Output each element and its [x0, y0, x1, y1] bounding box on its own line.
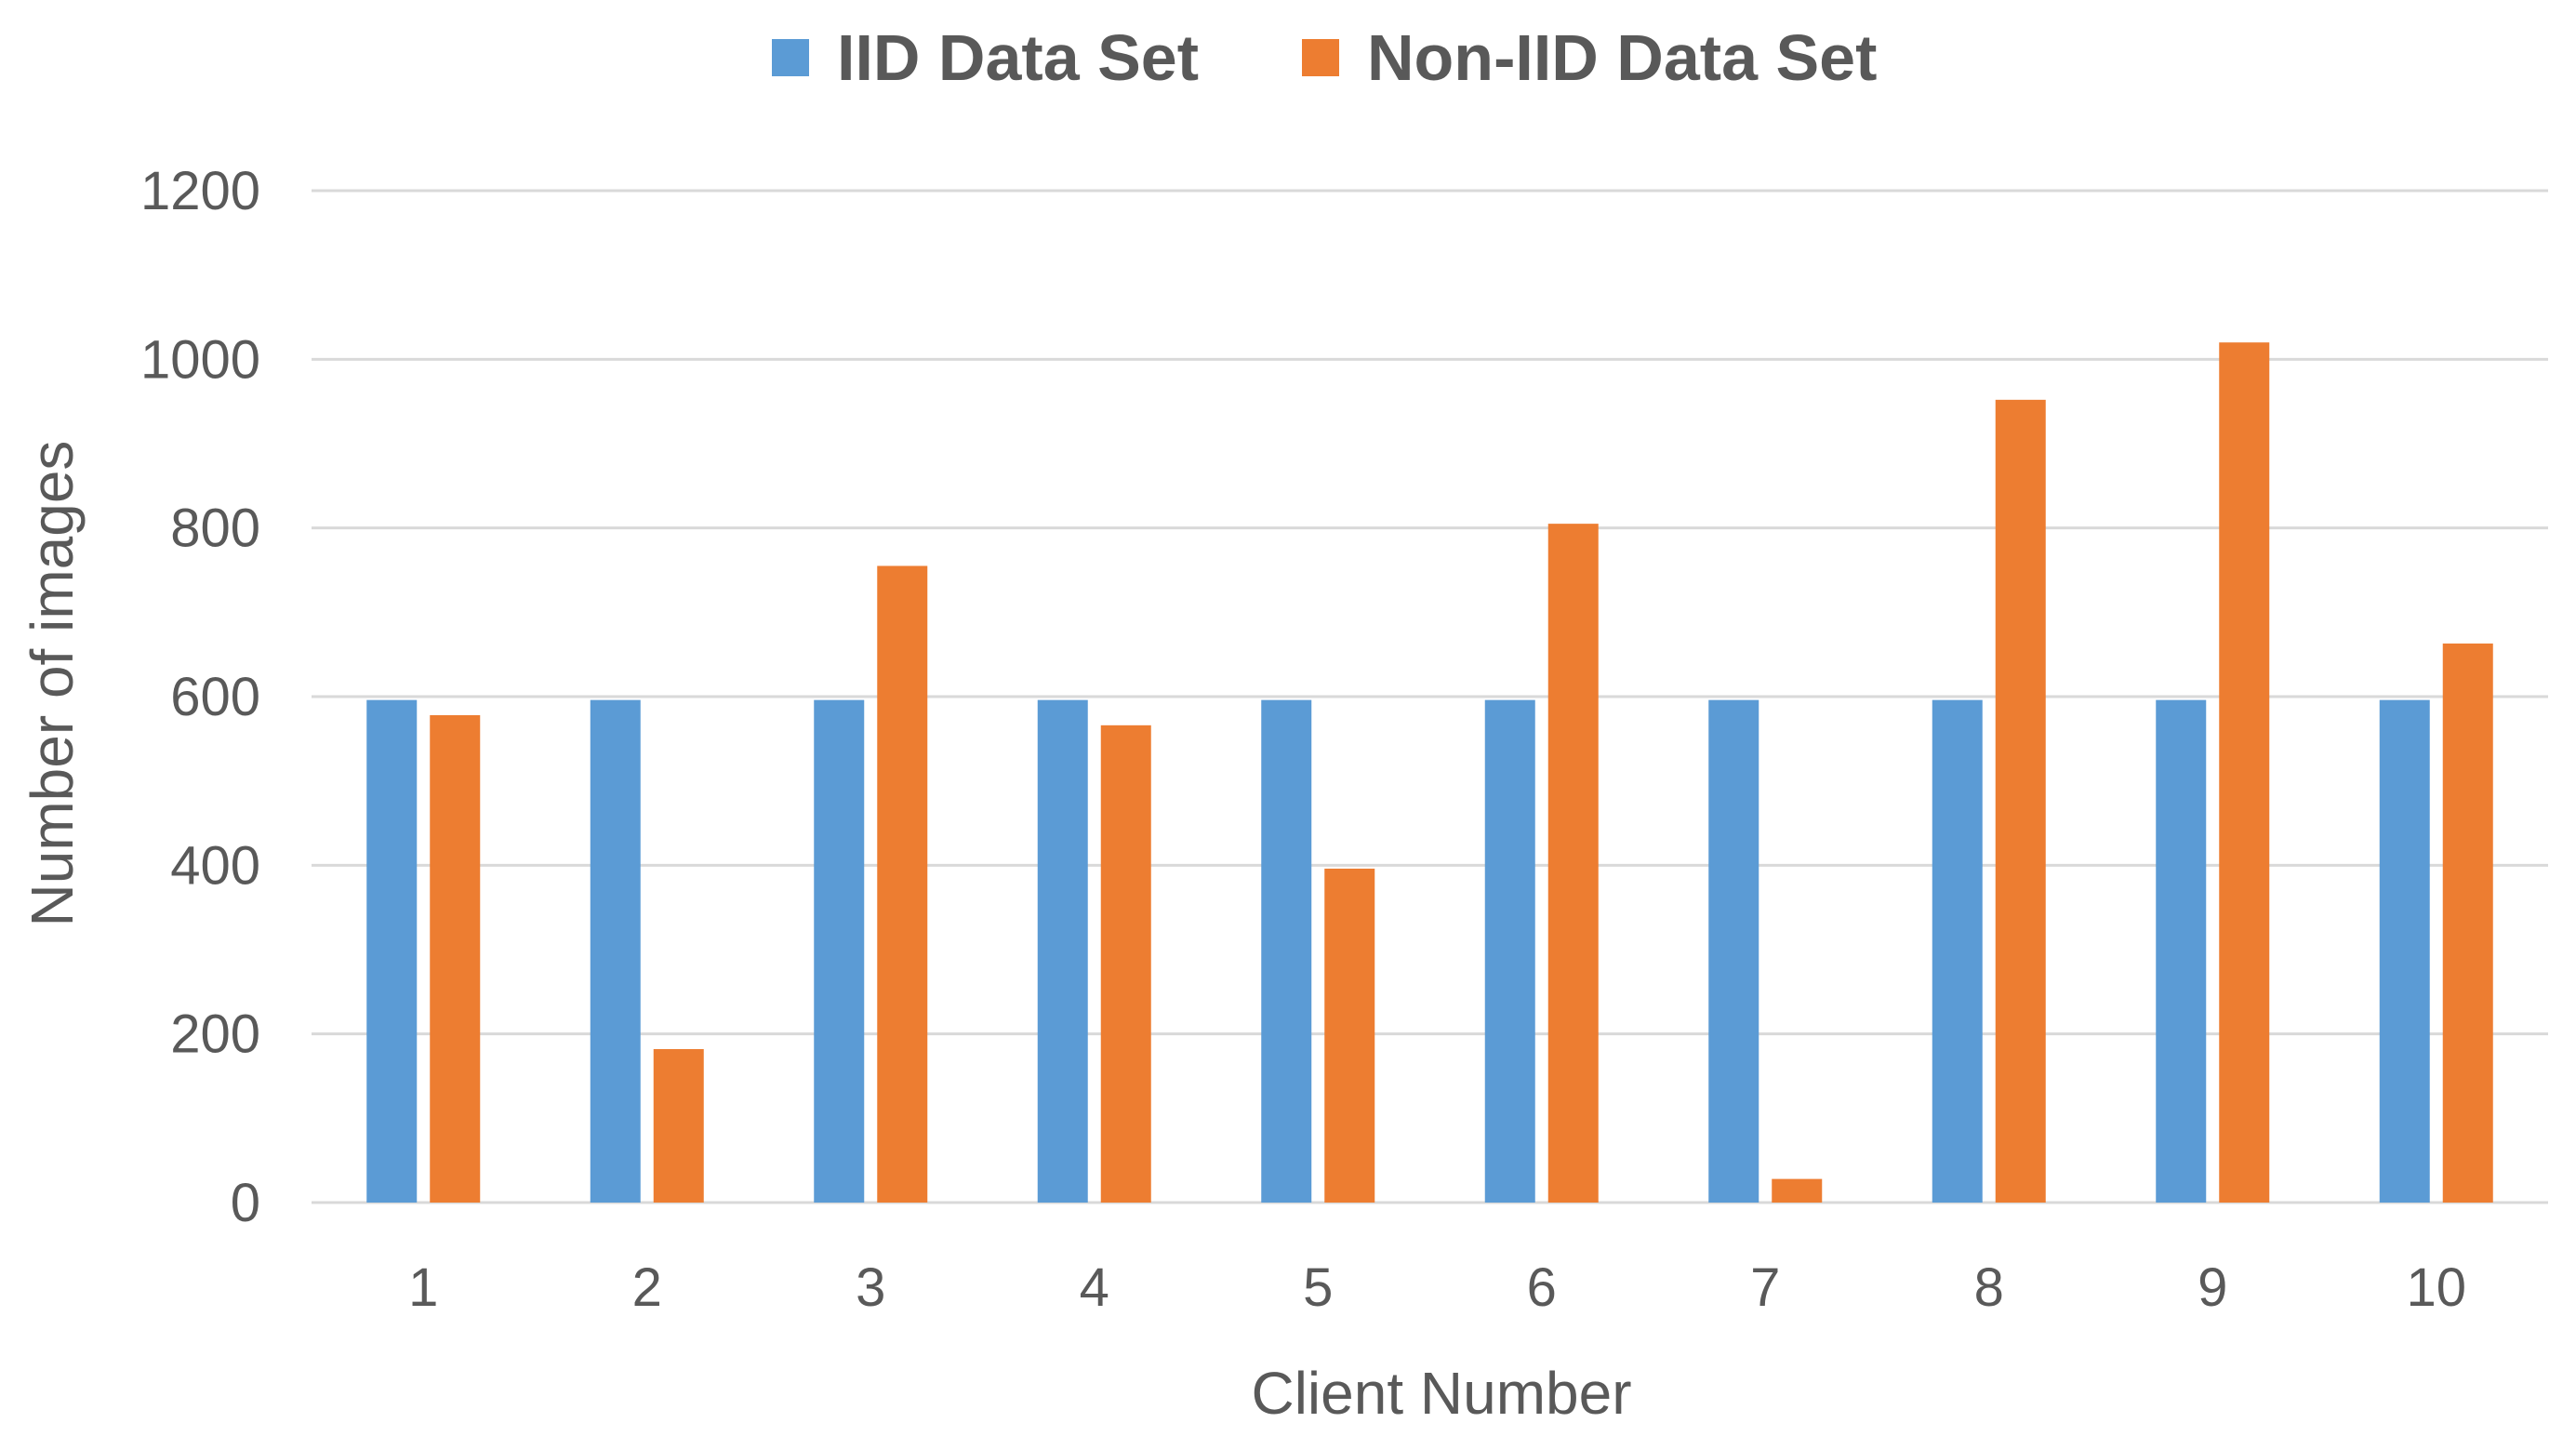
y-axis-ticks: 0 200 400 600 800 1000 1200 — [140, 161, 260, 1233]
y-tick-label: 200 — [170, 1004, 260, 1065]
y-axis-title: Number of images — [19, 441, 86, 927]
legend-swatch-iid — [772, 39, 809, 76]
bar-non-iid-client-8 — [1995, 399, 2046, 1203]
x-tick-label: 1 — [408, 1257, 438, 1318]
bar-iid-client-9 — [2156, 699, 2207, 1203]
bar-non-iid-client-2 — [653, 1048, 704, 1203]
x-tick-label: 6 — [1527, 1257, 1557, 1318]
legend-item-non-iid: Non-IID Data Set — [1302, 21, 1877, 94]
legend-label-iid: IID Data Set — [837, 21, 1199, 94]
bars — [366, 342, 2493, 1203]
bar-iid-client-7 — [1708, 699, 1759, 1203]
bar-non-iid-client-6 — [1547, 524, 1599, 1203]
bar-non-iid-client-7 — [1772, 1178, 1823, 1203]
x-tick-label: 4 — [1080, 1257, 1109, 1318]
y-tick-label: 0 — [231, 1173, 260, 1233]
x-tick-label: 2 — [632, 1257, 662, 1318]
x-tick-label: 8 — [1974, 1257, 2004, 1318]
bar-non-iid-client-5 — [1324, 868, 1375, 1203]
bar-iid-client-1 — [366, 699, 418, 1203]
bar-non-iid-client-1 — [430, 714, 481, 1203]
legend-label-non-iid: Non-IID Data Set — [1367, 21, 1877, 94]
bar-iid-client-4 — [1037, 699, 1088, 1203]
bar-non-iid-client-4 — [1100, 725, 1151, 1203]
legend-swatch-non-iid — [1302, 39, 1339, 76]
legend-item-iid: IID Data Set — [772, 21, 1199, 94]
x-axis-ticks: 1 2 3 4 5 6 7 8 9 10 — [408, 1257, 2466, 1318]
y-grid — [312, 189, 2548, 1204]
bar-non-iid-client-9 — [2219, 342, 2270, 1203]
bar-non-iid-client-10 — [2442, 643, 2493, 1203]
legend: IID Data Set Non-IID Data Set — [772, 21, 1877, 94]
y-tick-label: 1200 — [140, 161, 260, 221]
y-tick-label: 1000 — [140, 329, 260, 390]
bar-iid-client-2 — [590, 699, 641, 1203]
bar-non-iid-client-3 — [877, 565, 928, 1203]
x-tick-label: 3 — [856, 1257, 885, 1318]
bar-iid-client-5 — [1261, 699, 1312, 1203]
x-tick-label: 7 — [1750, 1257, 1780, 1318]
y-tick-label: 400 — [170, 835, 260, 896]
x-tick-label: 10 — [2406, 1257, 2466, 1318]
bar-iid-client-10 — [2379, 699, 2430, 1203]
x-tick-label: 9 — [2198, 1257, 2227, 1318]
y-tick-label: 800 — [170, 499, 260, 559]
bar-iid-client-3 — [814, 699, 865, 1203]
x-tick-label: 5 — [1303, 1257, 1333, 1318]
bar-iid-client-6 — [1484, 699, 1535, 1203]
x-axis-title: Client Number — [1251, 1360, 1631, 1427]
bar-iid-client-8 — [1932, 699, 1983, 1203]
y-tick-label: 600 — [170, 667, 260, 727]
